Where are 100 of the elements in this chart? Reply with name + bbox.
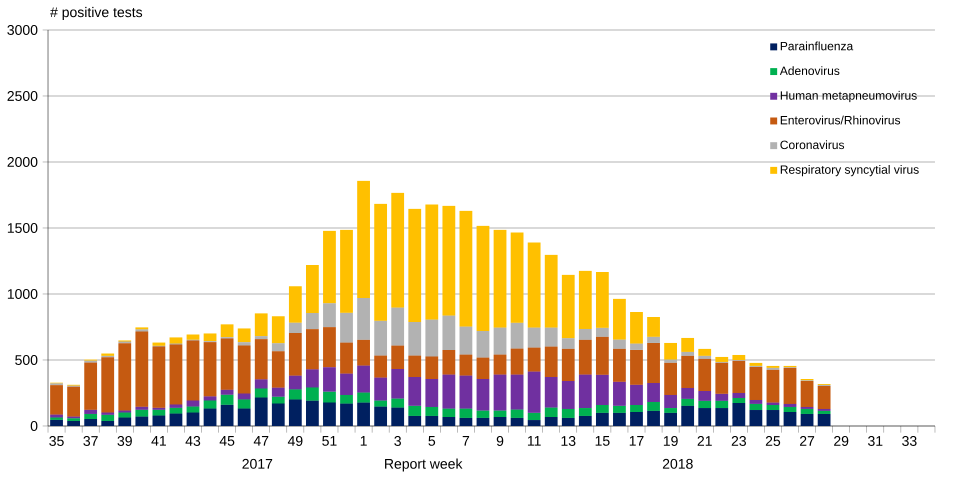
x-tick-label: 9 (496, 436, 504, 446)
bar (766, 410, 780, 426)
bar (630, 404, 643, 412)
bar (220, 394, 234, 405)
bar (204, 396, 216, 401)
bar (272, 388, 285, 397)
bar (272, 351, 285, 388)
bar (494, 230, 506, 328)
bar (374, 356, 388, 378)
x-tick-label: 39 (118, 436, 132, 446)
bar (272, 343, 285, 352)
bar (698, 358, 712, 392)
bar (288, 286, 302, 323)
bar (664, 342, 678, 360)
bar (749, 366, 762, 400)
bar (101, 414, 114, 421)
x-tick-label: 45 (220, 436, 234, 446)
bar (323, 327, 336, 368)
bar (494, 328, 506, 355)
bar (306, 369, 319, 388)
bar (425, 378, 438, 407)
bar (749, 400, 762, 404)
bar (476, 410, 490, 418)
text: 2018 (662, 458, 693, 469)
bar (408, 377, 422, 406)
bar (647, 336, 660, 343)
bar (118, 343, 132, 411)
bar (152, 346, 166, 408)
bar (732, 398, 746, 404)
bar (391, 308, 404, 346)
bar (647, 402, 660, 411)
bar (732, 403, 746, 426)
bar (544, 417, 558, 426)
bar (664, 412, 678, 426)
bar (766, 404, 780, 410)
x-tick-label: 21 (698, 436, 712, 446)
y-axis-title: # positive tests (50, 6, 142, 20)
bar (698, 348, 712, 356)
bar (494, 417, 506, 426)
bar (186, 406, 200, 413)
bar (135, 406, 148, 410)
bar (544, 346, 558, 378)
bar (562, 338, 575, 349)
legend-label: Parainfluenza (780, 42, 854, 50)
bar (510, 348, 524, 375)
bar (613, 382, 626, 406)
bar (630, 350, 643, 385)
bar (442, 316, 456, 350)
bar (272, 404, 285, 426)
bar (408, 416, 422, 426)
legend-label: Coronavirus (780, 140, 844, 150)
bar (544, 408, 558, 418)
x-tick-label: 7 (462, 436, 470, 446)
bar (800, 408, 814, 414)
x-tick-label: 35 (49, 436, 64, 446)
bar (323, 392, 336, 402)
bar (170, 344, 182, 404)
x-tick-label: 51 (322, 436, 337, 446)
bar (238, 328, 251, 342)
bar (596, 374, 609, 405)
bar (460, 326, 472, 355)
bar (784, 368, 796, 404)
bar (340, 394, 353, 404)
bar (732, 392, 746, 398)
bar (84, 414, 98, 419)
bar (170, 414, 182, 426)
bar (50, 385, 63, 415)
bar (442, 206, 456, 316)
bar (578, 416, 592, 426)
bar (613, 412, 626, 426)
bar (732, 360, 746, 393)
bar (357, 402, 370, 426)
bar (647, 382, 660, 402)
y-tick-label: 0 (30, 421, 38, 431)
bar (749, 362, 762, 366)
bar (647, 410, 660, 426)
bar (596, 412, 609, 426)
bar (391, 408, 404, 426)
x-tick-label: 33 (902, 436, 917, 446)
bar (340, 312, 353, 343)
x-tick-label: 1 (360, 436, 367, 446)
bar (408, 406, 422, 416)
bar (664, 394, 678, 408)
bar (613, 348, 626, 382)
bar (272, 396, 285, 404)
bar (118, 412, 132, 418)
bar (84, 418, 98, 426)
bar (442, 374, 456, 409)
bar (340, 342, 353, 374)
x-tick-label: 29 (834, 436, 848, 446)
bar (613, 340, 626, 349)
bar (596, 272, 609, 328)
bar (374, 320, 388, 356)
bar (391, 192, 404, 308)
bar (528, 328, 541, 348)
bar (630, 344, 643, 350)
bar (254, 339, 268, 380)
bar (357, 298, 370, 340)
bar (391, 368, 404, 399)
bar (135, 416, 148, 426)
